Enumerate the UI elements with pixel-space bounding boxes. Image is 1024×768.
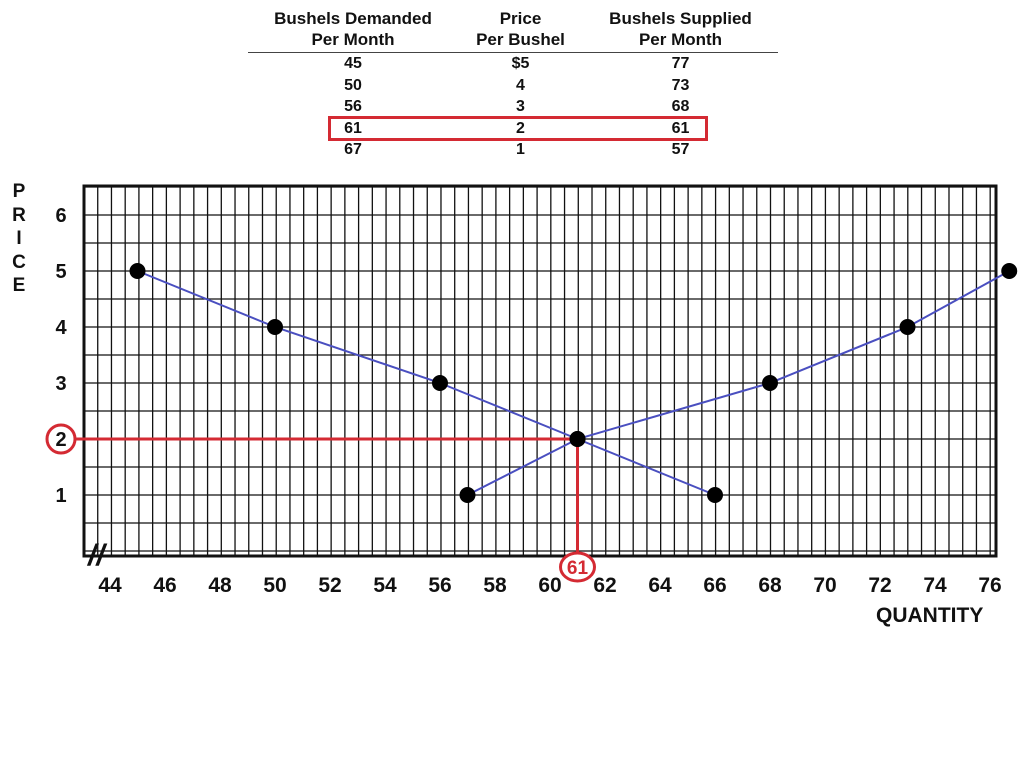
equilibrium-quantity-circle xyxy=(559,551,596,583)
equilibrium-price-circle xyxy=(45,423,77,455)
x-axis-label: QUANTITY xyxy=(876,604,984,627)
supply-point xyxy=(762,375,778,391)
cell-supplied: 61 xyxy=(671,119,690,137)
y-axis-label-letter: E xyxy=(12,275,26,296)
header-supplied: Bushels Supplied Per Month xyxy=(609,9,752,49)
demand-point xyxy=(129,263,146,279)
supply-point xyxy=(569,431,586,447)
demand-point xyxy=(267,319,283,335)
cell-demanded: 50 xyxy=(344,76,362,94)
header-rule xyxy=(248,52,778,53)
y-axis-label-letter: I xyxy=(16,228,22,249)
x-tick-label: 68 xyxy=(758,574,782,597)
y-tick-label: 3 xyxy=(55,373,66,395)
demand-point xyxy=(432,375,448,391)
x-tick-label: 56 xyxy=(428,574,451,597)
cell-supplied: 57 xyxy=(671,141,690,158)
x-tick-label: 74 xyxy=(923,574,947,597)
header-demanded: Bushels Demanded Per Month xyxy=(274,9,432,49)
cell-demanded: 67 xyxy=(344,141,362,158)
chart-grid xyxy=(83,186,996,556)
header-price: Price Per Bushel xyxy=(476,9,565,49)
cell-price: 1 xyxy=(516,141,525,158)
x-tick-label: 62 xyxy=(593,574,616,597)
x-tick-label: 70 xyxy=(813,574,836,597)
x-tick-label: 76 xyxy=(978,574,1001,597)
schedule-header-row: Bushels Demanded Per Month Price Per Bus… xyxy=(248,8,778,50)
x-tick-label: 44 xyxy=(98,574,122,597)
table-row: 67 1 57 xyxy=(248,139,778,161)
equilibrium-row-highlight xyxy=(328,116,708,141)
x-tick-label: 50 xyxy=(263,574,286,597)
cell-demanded: 56 xyxy=(344,98,362,115)
schedule-table: Bushels Demanded Per Month Price Per Bus… xyxy=(248,8,778,161)
equilibrium-price-label: 2 xyxy=(55,429,66,451)
plot-frame xyxy=(82,184,998,558)
x-tick-label: 60 xyxy=(538,574,561,597)
cell-demanded: 61 xyxy=(344,119,362,137)
cell-supplied: 77 xyxy=(671,55,690,72)
x-tick-label: 48 xyxy=(208,574,232,597)
cell-price: 4 xyxy=(516,76,525,94)
cell-supplied: 68 xyxy=(671,98,690,115)
cell-price: $5 xyxy=(511,55,530,72)
supply-point xyxy=(899,319,916,335)
x-tick-label: 46 xyxy=(153,574,176,597)
y-tick-label: 1 xyxy=(55,485,66,507)
x-tick-label: 66 xyxy=(703,574,726,597)
y-axis-label-letter: P xyxy=(12,181,26,202)
supply-point xyxy=(459,487,476,503)
x-tick-label: 64 xyxy=(648,574,672,597)
supply-point xyxy=(1001,263,1018,279)
y-tick-label: 5 xyxy=(55,261,66,283)
y-axis-label-letter: C xyxy=(12,251,26,273)
x-tick-label: 72 xyxy=(868,574,891,597)
x-tick-label: 58 xyxy=(483,574,507,597)
cell-supplied: 73 xyxy=(671,76,690,94)
y-tick-label: 4 xyxy=(55,317,67,339)
axis-break-mark: // xyxy=(86,539,107,572)
demand-point xyxy=(707,487,723,503)
equilibrium-quantity-label: 61 xyxy=(567,558,589,579)
x-tick-label: 52 xyxy=(318,574,341,597)
cell-price: 2 xyxy=(516,119,525,137)
x-tick-label: 54 xyxy=(373,574,397,597)
table-row: 45 $5 77 xyxy=(248,53,778,75)
y-tick-label: 6 xyxy=(55,205,66,227)
cell-price: 3 xyxy=(516,98,525,115)
cell-demanded: 45 xyxy=(344,55,362,72)
table-row: 56 3 68 xyxy=(248,96,778,118)
table-row-equilibrium: 61 2 61 xyxy=(248,118,778,140)
y-axis-label-letter: R xyxy=(12,204,26,226)
table-row: 50 4 73 xyxy=(248,75,778,97)
